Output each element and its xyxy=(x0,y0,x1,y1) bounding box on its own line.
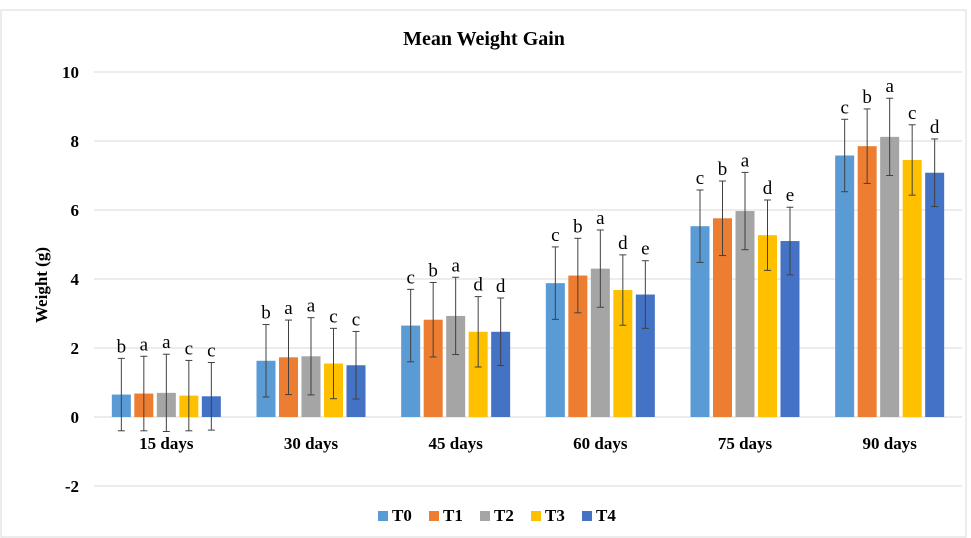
y-tick-label: 10 xyxy=(62,63,79,82)
significance-letter: c xyxy=(840,97,848,118)
bar-t1 xyxy=(857,146,877,418)
gridlines xyxy=(94,71,962,487)
bar-t4 xyxy=(780,241,800,417)
bar-t3 xyxy=(468,331,488,417)
bar-t4 xyxy=(925,172,945,417)
legend-swatch-t1 xyxy=(429,511,439,521)
error-bars xyxy=(117,97,939,432)
legend-label-t4: T4 xyxy=(596,506,616,525)
y-tick-label: 4 xyxy=(71,270,80,289)
significance-letter: d xyxy=(618,233,628,254)
significance-letter: c xyxy=(185,338,193,359)
significance-letter: d xyxy=(496,276,506,297)
category-labels: 15 days 30 days 45 days 60 days 75 days 90 da… xyxy=(139,434,917,453)
legend-swatch-t4 xyxy=(582,511,592,521)
significance-letter: c xyxy=(352,309,360,330)
legend-label-t3: T3 xyxy=(545,506,565,525)
bar-t4 xyxy=(491,331,511,417)
legend-swatch-t3 xyxy=(531,511,541,521)
category-label: 90 days xyxy=(863,434,918,453)
category-label: 30 days xyxy=(284,434,339,453)
bar-t2 xyxy=(735,211,755,417)
bar-t3 xyxy=(902,159,922,417)
significance-letter: c xyxy=(908,103,916,124)
significance-letter: a xyxy=(741,150,750,171)
legend-label-t1: T1 xyxy=(443,506,463,525)
significance-letter: a xyxy=(885,76,894,97)
significance-letter: a xyxy=(140,334,149,355)
significance-letter: a xyxy=(451,255,460,276)
significance-letter: a xyxy=(307,296,316,317)
significance-letter: b xyxy=(718,159,728,180)
bar-t4 xyxy=(635,294,655,417)
significance-letter: e xyxy=(786,185,794,206)
category-label: 45 days xyxy=(429,434,484,453)
significance-letter: c xyxy=(551,225,559,246)
bars xyxy=(111,136,945,418)
significance-letter: c xyxy=(406,267,414,288)
significance-letter: d xyxy=(763,178,773,199)
bar-t2 xyxy=(880,136,900,418)
significance-letter: b xyxy=(428,260,438,281)
significance-letter: c xyxy=(329,306,337,327)
legend-swatch-t0 xyxy=(378,511,388,521)
y-tick-label: 0 xyxy=(71,408,80,427)
significance-letter: c xyxy=(207,340,215,361)
y-tick-labels: -2 0 2 4 6 8 10 xyxy=(62,63,80,496)
significance-letter: d xyxy=(473,275,483,296)
significance-letter: b xyxy=(862,87,872,108)
significance-letter: a xyxy=(596,208,605,229)
bar-t3 xyxy=(613,290,633,417)
chart-title: Mean Weight Gain xyxy=(403,28,565,50)
category-label: 75 days xyxy=(718,434,773,453)
significance-letter: b xyxy=(117,336,127,357)
bar-t1 xyxy=(423,319,443,417)
y-tick-label: 8 xyxy=(71,132,80,151)
legend-label-t0: T0 xyxy=(392,506,412,525)
bar-t0 xyxy=(835,155,855,418)
y-tick-label: 2 xyxy=(71,339,80,358)
significance-letter: a xyxy=(162,332,171,353)
category-label: 60 days xyxy=(573,434,628,453)
bar-t2 xyxy=(446,315,466,417)
bar-t0 xyxy=(401,325,421,417)
y-axis-label: Weight (g) xyxy=(32,247,51,323)
y-tick-label: -2 xyxy=(65,477,79,496)
significance-letter: e xyxy=(641,239,649,260)
y-tick-label: 6 xyxy=(71,201,80,220)
bar-t0 xyxy=(545,283,565,417)
bar-t2 xyxy=(590,268,610,417)
significance-letter: b xyxy=(573,216,583,237)
legend-label-t2: T2 xyxy=(494,506,514,525)
bar-t0 xyxy=(690,226,710,417)
legend: T0 T1 T2 T3 T4 xyxy=(378,506,616,525)
bar-t1 xyxy=(713,218,732,417)
category-label: 15 days xyxy=(139,434,194,453)
significance-letter: b xyxy=(261,303,271,324)
significance-letter: a xyxy=(284,298,293,319)
significance-letter: c xyxy=(696,168,704,189)
legend-swatch-t2 xyxy=(480,511,490,521)
bar-t3 xyxy=(758,235,777,417)
significance-letter: d xyxy=(930,117,940,138)
chart-border xyxy=(0,9,967,538)
bar-t1 xyxy=(568,275,588,417)
